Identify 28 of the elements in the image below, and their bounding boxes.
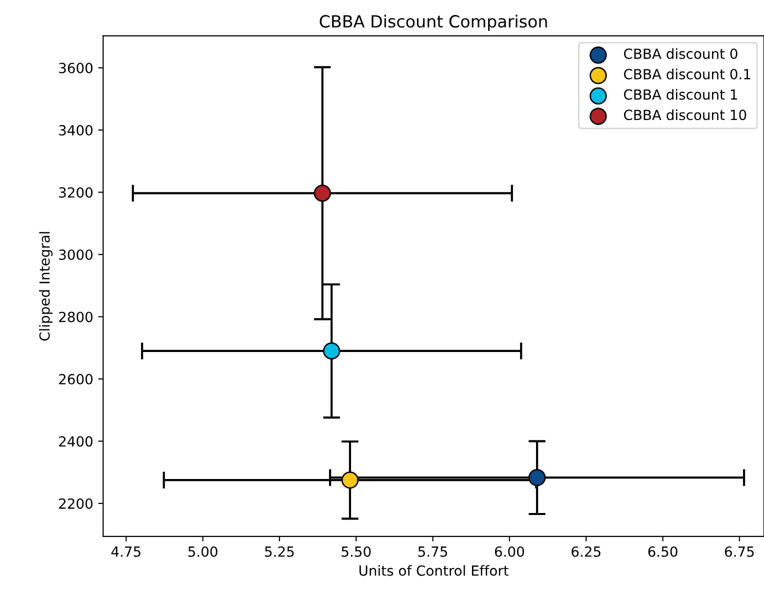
y-tick-label: 2800 <box>59 312 92 322</box>
y-tick-label: 2200 <box>59 498 92 509</box>
x-tick-label: 6.75 <box>724 546 754 557</box>
legend-label: CBBA discount 1 <box>624 89 737 100</box>
x-tick-label: 5.00 <box>188 546 218 557</box>
y-tick-label: 2600 <box>59 374 92 384</box>
y-tick-label: 3600 <box>59 62 92 74</box>
legend-label: CBBA discount 0.1 <box>624 68 750 80</box>
y-tick-label: 3400 <box>59 125 92 136</box>
x-tick-label: 5.25 <box>265 546 294 557</box>
point <box>314 184 332 202</box>
x-tick-label: 4.75 <box>111 546 140 557</box>
x-tick-label: 5.50 <box>342 546 371 557</box>
x-tick-label: 6.50 <box>648 546 678 557</box>
point <box>341 471 359 489</box>
chart-title: CBBA Discount Comparison <box>320 14 547 31</box>
x-tick-label: 6.00 <box>494 546 524 557</box>
point <box>528 468 546 486</box>
x-axis-title: Units of Control Effort <box>360 565 509 576</box>
y-tick-label: 2400 <box>59 436 92 447</box>
legend-label: CBBA discount 0 <box>624 48 738 60</box>
y-tick-label: 3000 <box>59 249 92 260</box>
y-axis-title: Clipped Integral <box>39 232 53 341</box>
legend-label: CBBA discount 10 <box>624 109 746 120</box>
point <box>322 342 340 360</box>
x-tick-label: 5.75 <box>418 546 448 557</box>
x-tick-label: 6.25 <box>572 546 600 557</box>
y-tick-label: 3200 <box>59 187 92 198</box>
